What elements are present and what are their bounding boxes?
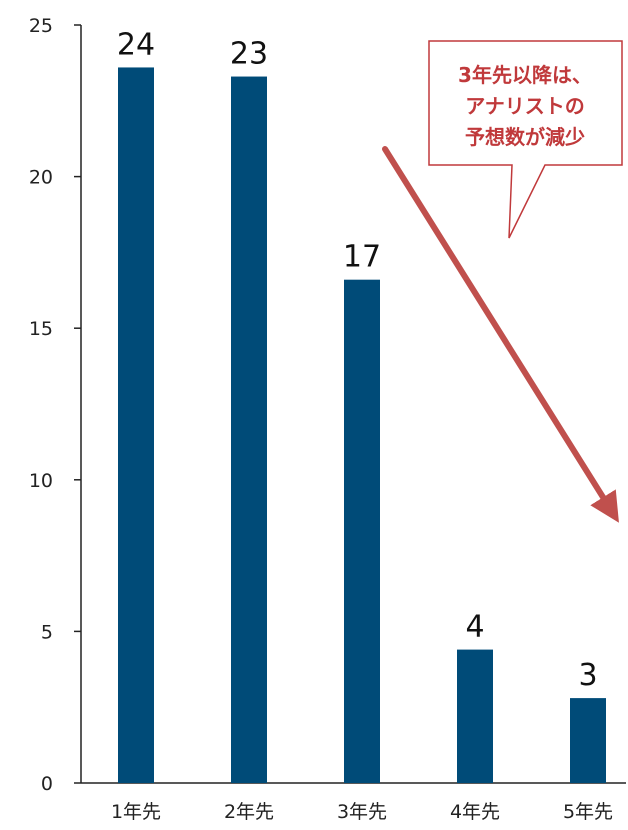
y-tick-label: 25: [29, 15, 53, 37]
x-tick-label: 2年先: [224, 801, 274, 823]
data-label: 24: [117, 27, 155, 62]
bar: [570, 698, 606, 783]
x-tick-label: 5年先: [563, 801, 613, 823]
y-tick-label: 0: [41, 773, 53, 795]
callout-line-3: 予想数が減少: [465, 125, 585, 149]
callout-line-2: アナリストの: [465, 94, 585, 118]
x-axis-tick-labels: 1年先 2年先 3年先 4年先 5年先: [111, 801, 613, 823]
bars: [118, 67, 606, 783]
x-tick-label: 1年先: [111, 801, 161, 823]
bar: [457, 649, 493, 783]
callout: 3年先以降は、 アナリストの 予想数が減少: [428, 40, 623, 239]
data-label: 23: [230, 37, 268, 72]
data-labels: 24 23 17 4 3: [117, 27, 598, 693]
data-label: 17: [343, 240, 381, 275]
callout-bubble: [428, 40, 623, 239]
y-tick-label: 20: [29, 167, 53, 189]
y-tick-label: 10: [29, 470, 53, 492]
bar: [118, 67, 154, 783]
callout-line-1: 3年先以降は、: [458, 63, 592, 87]
data-label: 4: [465, 610, 484, 645]
bar: [231, 76, 267, 783]
y-tick-label: 5: [41, 621, 53, 643]
x-tick-label: 4年先: [450, 801, 500, 823]
x-tick-label: 3年先: [337, 801, 387, 823]
y-axis-ticks: 0 5 10 15 20 25: [29, 15, 81, 795]
data-label: 3: [578, 658, 597, 693]
y-tick-label: 15: [29, 318, 53, 340]
trend-arrow: [382, 146, 619, 523]
bar: [344, 279, 380, 783]
